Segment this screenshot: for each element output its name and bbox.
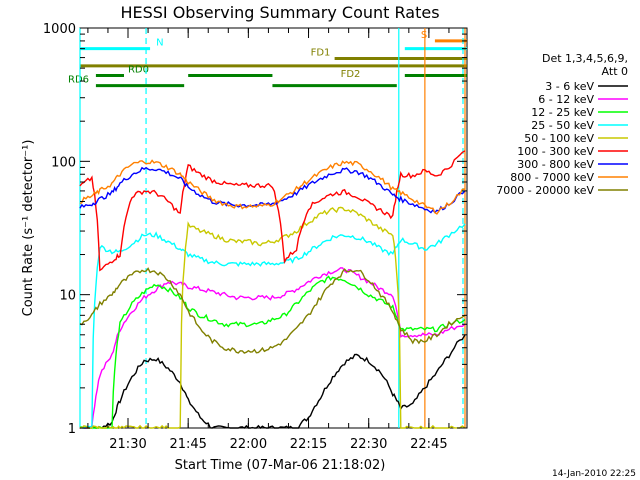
x-tick-label: 22:15 (290, 437, 327, 452)
series-line (79, 334, 466, 429)
flag-label-rd0: RD0 (128, 65, 149, 76)
series-lines (79, 150, 466, 430)
y-axis-label: Count Rate (s⁻¹ detector⁻¹) (21, 140, 36, 317)
legend-label: 50 - 100 keV (524, 132, 594, 145)
x-tick-label: 21:30 (109, 437, 146, 452)
series-line (79, 166, 466, 214)
flag-label-s: S (421, 30, 427, 41)
series-line (79, 150, 466, 272)
series-line (79, 267, 466, 429)
legend-label: 7000 - 20000 keV (496, 184, 594, 197)
legend-label: 100 - 300 keV (517, 145, 594, 158)
series-line (79, 206, 466, 430)
series-line (79, 223, 466, 430)
x-tick-label: 22:45 (410, 437, 447, 452)
legend-title: Att 0 (602, 65, 628, 78)
flag-label-fd1: FD1 (311, 48, 331, 59)
flag-label-n: N (156, 38, 163, 49)
x-tick-label: 22:30 (350, 437, 387, 452)
flag-bars: N S FD1 FD2 RD0 RD6 (68, 30, 467, 88)
series-line (79, 275, 466, 429)
chart-title: HESSI Observing Summary Count Rates (120, 3, 439, 22)
footer-timestamp: 14-Jan-2010 22:25 (552, 469, 636, 479)
flag-label-fd2: FD2 (341, 69, 361, 80)
series-line (79, 159, 466, 215)
y-tick-label: 100 (51, 155, 76, 170)
x-axis: 21:30 21:45 22:00 22:15 22:30 22:45 (87, 28, 450, 452)
series-line (79, 267, 466, 354)
legend-label: 12 - 25 keV (531, 106, 594, 119)
legend-label: 800 - 7000 keV (510, 171, 594, 184)
legend-label: 3 - 6 keV (545, 80, 594, 93)
legend-label: 300 - 800 keV (517, 158, 594, 171)
x-tick-label: 21:45 (169, 437, 206, 452)
y-tick-label: 1 (68, 422, 76, 437)
x-tick-label: 22:00 (230, 437, 267, 452)
legend-title: Det 1,3,4,5,6,9, (542, 52, 628, 65)
flag-label-rd6: RD6 (68, 75, 89, 86)
y-axis: 1 10 100 1000 (43, 22, 467, 437)
x-axis-label: Start Time (07-Mar-06 21:18:02) (175, 458, 386, 473)
y-tick-label: 10 (59, 289, 76, 304)
legend-label: 6 - 12 keV (538, 93, 594, 106)
legend-label: 25 - 50 keV (531, 119, 594, 132)
y-tick-label: 1000 (43, 22, 76, 37)
